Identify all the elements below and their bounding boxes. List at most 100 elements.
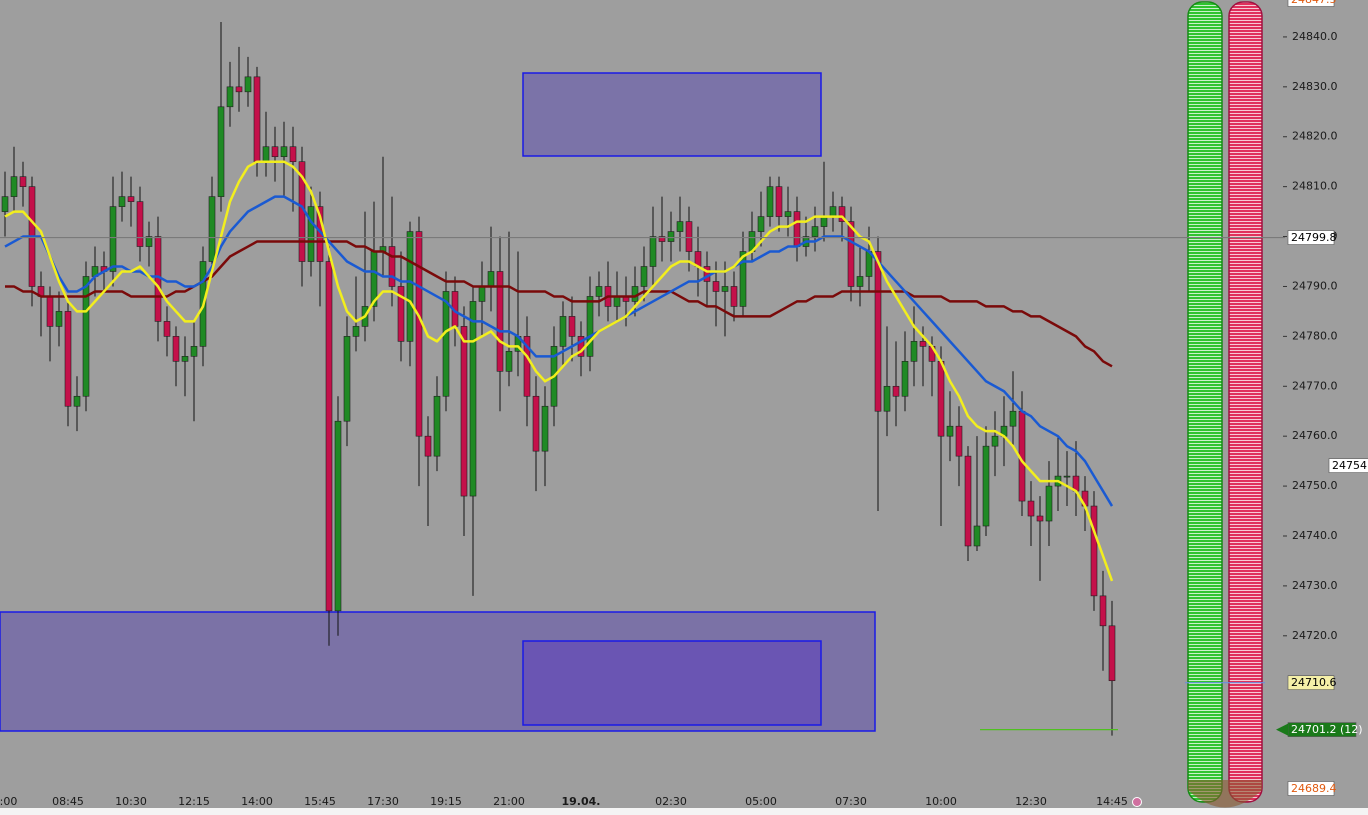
candles (1, 21, 1116, 736)
candle-body (883, 385, 891, 412)
candle-body (280, 146, 288, 158)
x-tick-label: 19:15 (430, 795, 462, 808)
candle-body (388, 246, 396, 287)
candle-body (334, 420, 342, 612)
candle-body (190, 346, 198, 357)
candle-body (343, 336, 351, 422)
candle-body (901, 361, 909, 397)
candle-body (1063, 475, 1071, 478)
candle-body (559, 316, 567, 347)
candle-body (811, 226, 819, 237)
price-marker-box (1287, 230, 1335, 245)
candle-body (19, 176, 27, 187)
x-tick-label: 21:00 (493, 795, 525, 808)
x-tick-label: 05:00 (745, 795, 777, 808)
candle-body (919, 341, 927, 347)
candle-body (892, 385, 900, 397)
candle-body (964, 455, 972, 547)
candle-body (739, 251, 747, 307)
candle-body (712, 281, 720, 292)
buy-gauge (1187, 1, 1223, 803)
candle-body (685, 221, 693, 252)
price-marker-box (1328, 458, 1368, 473)
candle-body (487, 271, 495, 287)
candle-body (658, 236, 666, 242)
candle-body (820, 216, 828, 227)
candle-body (208, 196, 216, 262)
candle-body (757, 216, 765, 232)
candle-body (784, 211, 792, 217)
candle-body (847, 221, 855, 287)
price-marker-label: 24689.4 (1291, 782, 1337, 795)
candle-body (910, 341, 918, 362)
zones (0, 72, 876, 732)
y-tick-label: 24740.0 (1292, 529, 1338, 542)
y-tick-label: 24820.0 (1292, 130, 1338, 143)
candle-body (766, 186, 774, 217)
moving-averages (4, 160, 1114, 582)
candle-body (1099, 595, 1107, 627)
zone (522, 72, 822, 157)
y-tick-label: 24770.0 (1292, 379, 1338, 392)
y-tick-label: 24750.0 (1292, 479, 1338, 492)
candle-body (775, 186, 783, 217)
candle-body (676, 221, 684, 232)
candle-body (586, 296, 594, 357)
candle-body (136, 201, 144, 247)
candle-body (838, 206, 846, 222)
y-tick-label: 24780.0 (1292, 329, 1338, 342)
candle-body (505, 351, 513, 372)
x-tick-label: 10:30 (115, 795, 147, 808)
sell-gauge (1228, 1, 1263, 803)
candle-body (829, 206, 837, 217)
candle-body (568, 316, 576, 337)
x-tick-label: 12:30 (1015, 795, 1047, 808)
candle-body (1108, 625, 1116, 682)
candle-body (730, 286, 738, 307)
x-tick-label: 14:00 (241, 795, 273, 808)
candle-body (424, 435, 432, 457)
moving-average (4, 195, 1114, 507)
candle-body (181, 356, 189, 362)
zone (522, 640, 822, 726)
candle-body (937, 361, 945, 437)
x-tick-label: 7:00 (0, 795, 17, 808)
y-tick-label: 24760.0 (1292, 429, 1338, 442)
moving-average (4, 160, 1114, 582)
session-icon (1132, 797, 1142, 807)
x-tick-label: 12:15 (178, 795, 210, 808)
candle-body (433, 395, 441, 457)
candle-body (973, 525, 981, 547)
y-tick-label: 24790.0 (1292, 279, 1338, 292)
candle-body (253, 76, 261, 162)
candle-body (523, 336, 531, 397)
candle-body (541, 405, 549, 452)
candle-body (352, 326, 360, 337)
candle-body (595, 286, 603, 297)
candle-body (64, 311, 72, 407)
x-tick-label: 10:00 (925, 795, 957, 808)
price-marker-label: 24701.2 (12) (1291, 723, 1363, 736)
candle-body (145, 236, 153, 247)
footer-strip (0, 808, 1368, 815)
candle-body (127, 196, 135, 202)
x-tick-label: 02:30 (655, 795, 687, 808)
candle-body (1, 196, 9, 212)
candle-body (469, 301, 477, 497)
candle-body (856, 276, 864, 287)
candle-body (397, 286, 405, 342)
candle-body (289, 146, 297, 162)
price-marker-label: 24754.1 (1332, 459, 1368, 472)
y-tick-label: 24810.0 (1292, 180, 1338, 193)
candle-body (262, 146, 270, 162)
y-tick-label: 24830.0 (1292, 80, 1338, 93)
price-marker-arrow (1276, 723, 1288, 736)
y-tick-label: 24840.0 (1292, 30, 1338, 43)
price-marker-label: 24710.6 (1291, 676, 1337, 689)
candle-body (217, 106, 225, 197)
candle-body (109, 206, 117, 272)
candle-body (496, 271, 504, 372)
price-marker-label: 24847.5 (1291, 0, 1337, 6)
